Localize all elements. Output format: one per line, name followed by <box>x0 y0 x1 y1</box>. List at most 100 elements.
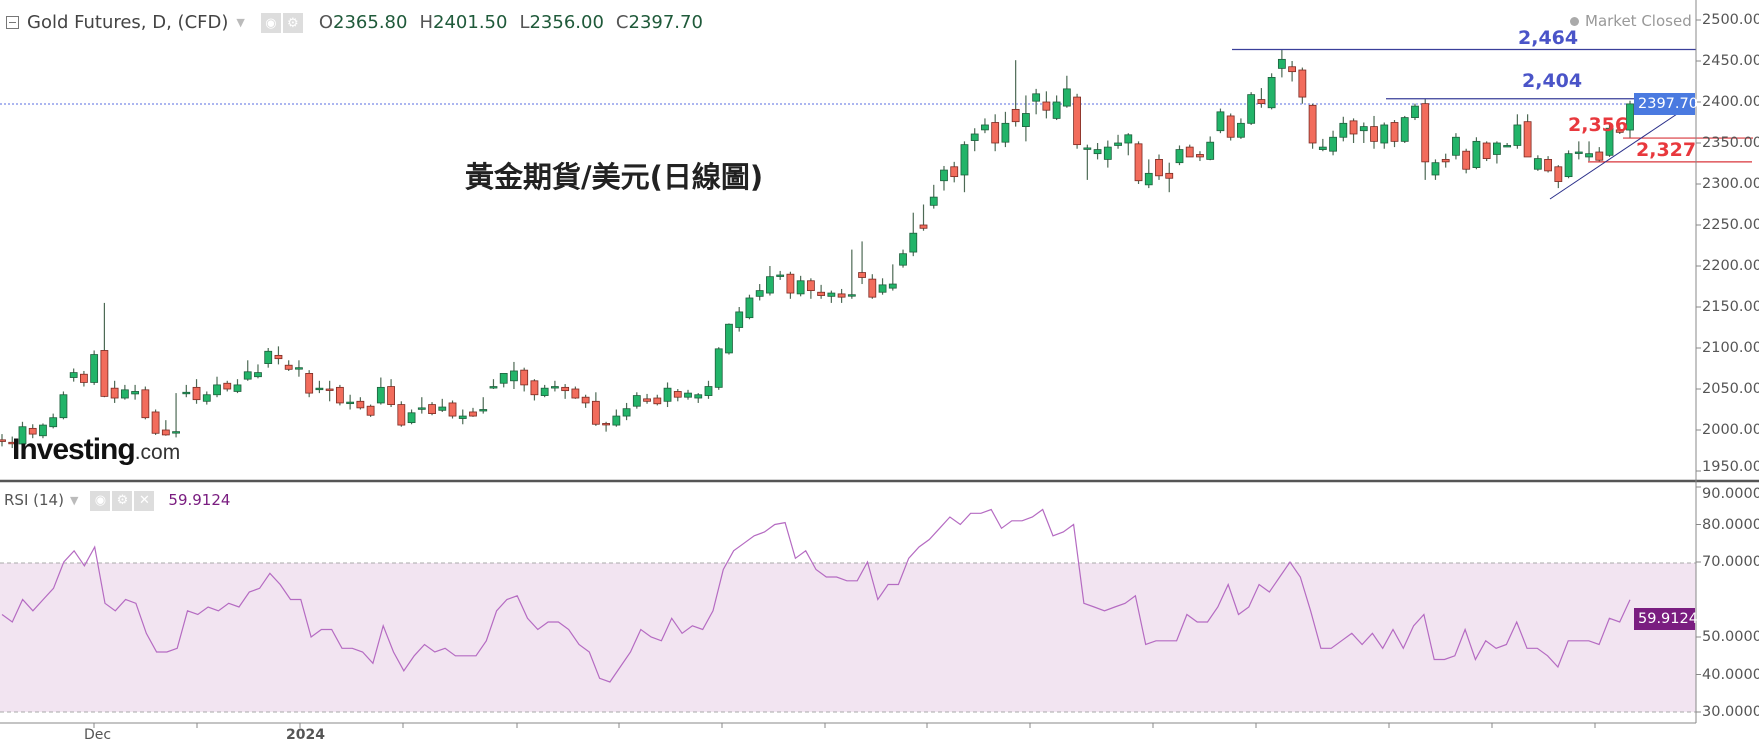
candle[interactable] <box>561 384 570 399</box>
candle[interactable] <box>1216 108 1225 134</box>
candle[interactable] <box>684 389 692 400</box>
candle[interactable] <box>735 307 744 332</box>
candle[interactable] <box>899 249 907 268</box>
candle[interactable] <box>417 397 426 414</box>
candle[interactable] <box>694 393 703 403</box>
candle[interactable] <box>571 386 580 399</box>
candle[interactable] <box>612 409 621 427</box>
candle[interactable] <box>274 346 283 365</box>
candle[interactable] <box>49 413 58 429</box>
rsi-name[interactable]: RSI (14) <box>4 491 64 510</box>
candle[interactable] <box>1533 155 1542 171</box>
candle[interactable] <box>8 436 17 449</box>
candle[interactable] <box>704 380 713 399</box>
candle[interactable] <box>1421 98 1430 180</box>
candle[interactable] <box>172 393 180 438</box>
candle[interactable] <box>223 380 232 392</box>
candle[interactable] <box>407 409 416 425</box>
candle[interactable] <box>1001 111 1010 148</box>
candle[interactable] <box>376 377 385 405</box>
candle[interactable] <box>1155 154 1163 180</box>
candle[interactable] <box>653 394 662 406</box>
candle[interactable] <box>1247 92 1256 125</box>
candle[interactable] <box>1595 147 1604 162</box>
candle[interactable] <box>1615 126 1624 134</box>
gear-icon[interactable]: ⚙ <box>112 490 133 511</box>
candle[interactable] <box>1093 143 1102 160</box>
candle[interactable] <box>141 386 150 420</box>
candle[interactable] <box>1349 118 1358 143</box>
candle[interactable] <box>940 165 948 191</box>
candle[interactable] <box>755 284 764 301</box>
candle[interactable] <box>1462 148 1471 174</box>
candle[interactable] <box>295 360 303 377</box>
candle[interactable] <box>28 424 37 439</box>
candle[interactable] <box>428 402 436 416</box>
candle[interactable] <box>213 376 221 398</box>
candle[interactable] <box>18 421 27 447</box>
candle[interactable] <box>858 241 866 285</box>
candle[interactable] <box>100 302 109 398</box>
candle[interactable] <box>1011 60 1020 127</box>
candle[interactable] <box>663 382 672 408</box>
candle[interactable] <box>1544 156 1552 173</box>
candle[interactable] <box>1329 130 1337 156</box>
candle[interactable] <box>315 380 324 394</box>
candle[interactable] <box>1585 141 1593 162</box>
candle[interactable] <box>39 423 47 439</box>
candle[interactable] <box>673 389 682 402</box>
candle[interactable] <box>632 392 641 409</box>
candle[interactable] <box>837 288 846 303</box>
chevron-down-icon[interactable]: ▼ <box>236 15 245 29</box>
candle[interactable] <box>1277 49 1286 78</box>
candle[interactable] <box>1185 144 1194 158</box>
candle[interactable] <box>120 384 129 400</box>
candle[interactable] <box>1288 61 1297 82</box>
candle[interactable] <box>151 409 160 435</box>
candle[interactable] <box>1492 141 1501 164</box>
candle[interactable] <box>1574 141 1583 160</box>
candle[interactable] <box>1411 103 1419 121</box>
candle[interactable] <box>346 394 355 410</box>
candle[interactable] <box>1605 124 1614 157</box>
candle[interactable] <box>366 404 375 417</box>
candle[interactable] <box>202 391 211 405</box>
candle[interactable] <box>878 278 887 295</box>
candle[interactable] <box>264 348 273 368</box>
candle[interactable] <box>1298 67 1307 104</box>
candle[interactable] <box>510 361 518 389</box>
candle[interactable] <box>1114 134 1122 149</box>
candle[interactable] <box>827 290 836 303</box>
candle[interactable] <box>776 270 785 280</box>
candle[interactable] <box>714 347 723 390</box>
candle[interactable] <box>1103 140 1112 168</box>
candle[interactable] <box>745 294 754 320</box>
symbol-title[interactable]: Gold Futures, D, (CFD) <box>27 11 229 33</box>
candle[interactable] <box>1226 113 1235 141</box>
candle[interactable] <box>970 128 979 152</box>
candle[interactable] <box>622 402 631 421</box>
candle[interactable] <box>786 271 795 299</box>
candle[interactable] <box>1441 153 1450 168</box>
candle[interactable] <box>387 379 395 408</box>
candle[interactable] <box>499 373 508 388</box>
candle[interactable] <box>90 350 99 385</box>
candle[interactable] <box>305 370 314 398</box>
candle[interactable] <box>643 393 651 404</box>
candle[interactable] <box>888 264 897 291</box>
candle[interactable] <box>1073 93 1081 149</box>
candle[interactable] <box>1513 114 1522 149</box>
gear-icon[interactable]: ⚙ <box>282 13 303 34</box>
candle[interactable] <box>325 380 334 402</box>
candle[interactable] <box>1206 136 1215 161</box>
candle[interactable] <box>1144 159 1153 189</box>
close-icon[interactable]: ✕ <box>134 490 155 511</box>
candle[interactable] <box>243 360 252 381</box>
candle[interactable] <box>1267 73 1276 110</box>
candle[interactable] <box>1359 122 1368 144</box>
candle[interactable] <box>602 421 611 432</box>
candle[interactable] <box>1308 103 1317 149</box>
candle[interactable] <box>1052 95 1061 121</box>
candle[interactable] <box>69 368 78 382</box>
candle[interactable] <box>950 161 959 183</box>
